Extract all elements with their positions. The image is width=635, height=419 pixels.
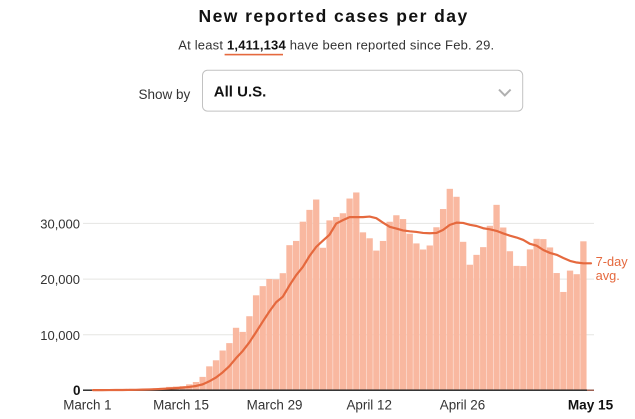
svg-text:avg.: avg.	[596, 268, 620, 283]
svg-text:10,000: 10,000	[40, 328, 80, 343]
svg-text:All U.S.: All U.S.	[214, 83, 267, 100]
svg-text:New reported cases per day: New reported cases per day	[199, 6, 469, 26]
svg-text:March 15: March 15	[153, 398, 209, 413]
svg-text:May 15: May 15	[568, 398, 614, 413]
svg-text:30,000: 30,000	[40, 216, 80, 231]
svg-text:0: 0	[73, 383, 81, 398]
svg-text:March 29: March 29	[247, 398, 303, 413]
svg-text:Show by: Show by	[139, 87, 191, 102]
svg-text:7-day: 7-day	[596, 254, 629, 269]
svg-text:April 12: April 12	[346, 398, 391, 413]
svg-text:April 26: April 26	[440, 398, 485, 413]
svg-text:20,000: 20,000	[40, 272, 80, 287]
svg-text:At least 1,411,134 have been r: At least 1,411,134 have been reported si…	[178, 38, 494, 53]
svg-text:March 1: March 1	[63, 398, 111, 413]
